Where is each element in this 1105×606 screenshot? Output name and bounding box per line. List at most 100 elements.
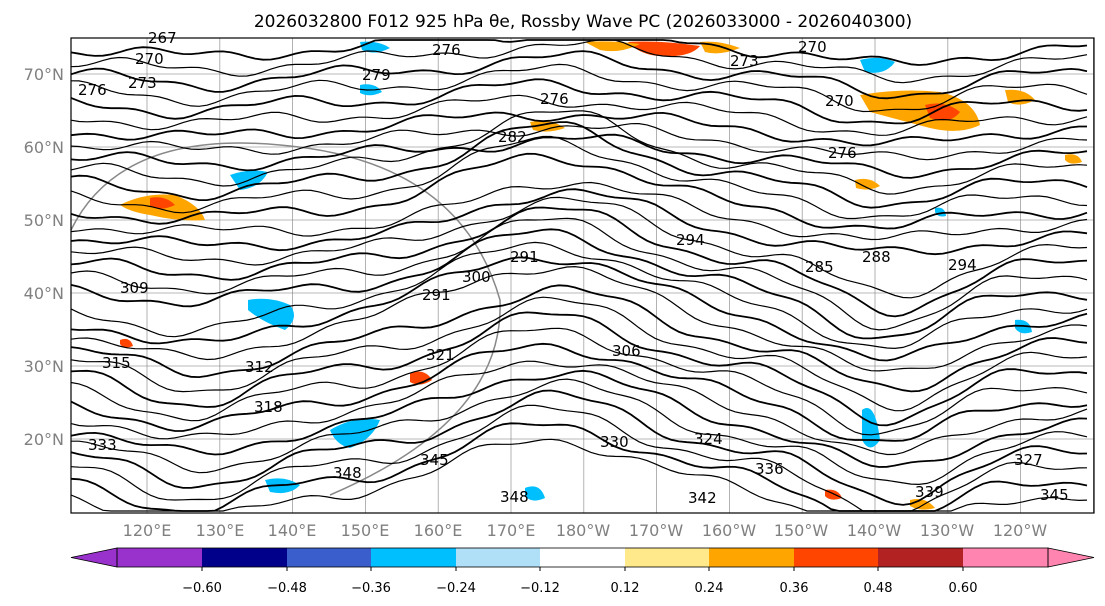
theta-e-isoline	[70, 217, 1088, 331]
lon-tick-label: 120°E	[123, 521, 172, 540]
contour-label: 336	[755, 460, 784, 478]
contour-label: 339	[915, 483, 944, 501]
negative-anomaly-patch	[248, 298, 294, 330]
colorbar-segment	[371, 548, 456, 567]
theta-e-isoline	[70, 39, 1088, 66]
theta-e-isoline	[70, 188, 1088, 256]
contour-label: 330	[600, 433, 629, 451]
theta-e-isoline	[70, 122, 1088, 161]
contour-label: 321	[426, 346, 455, 364]
positive-anomaly-patch	[120, 338, 133, 348]
theta-e-isoline	[70, 206, 1088, 318]
colorbar-tick-label: −0.48	[267, 581, 307, 596]
contour-label: 270	[135, 50, 164, 68]
theta-e-isoline	[70, 110, 1088, 195]
theta-e-isoline	[70, 50, 1088, 100]
colorbar-tick-label: 0.12	[611, 581, 640, 596]
negative-anomaly-patch	[525, 486, 545, 501]
colorbar-extend-high	[1047, 547, 1095, 568]
contour-label: 270	[798, 38, 827, 56]
colorbar-segments	[70, 547, 1095, 571]
colorbar: −0.60 −0.48 −0.36 −0.24 −0.12 0.12 0.24 …	[70, 547, 1095, 596]
contour-label: 348	[500, 488, 529, 506]
anomaly-shading	[120, 41, 1082, 510]
theta-e-isoline	[70, 39, 1088, 84]
positive-anomaly-patch	[150, 197, 175, 209]
lon-tick-label: 150°E	[341, 521, 390, 540]
contour-label: 294	[676, 231, 705, 249]
lat-tick-label: 60°N	[24, 138, 64, 157]
theta-e-isoline	[70, 133, 1088, 179]
contour-label: 291	[510, 248, 539, 266]
theta-e-isoline	[70, 369, 1088, 468]
positive-anomaly-patch	[1065, 154, 1082, 164]
contour-label: 309	[120, 279, 149, 297]
lon-tick-label: 140°W	[847, 521, 902, 540]
colorbar-segment	[287, 548, 371, 567]
colorbar-segment	[117, 548, 202, 567]
theta-e-isoline	[70, 196, 1088, 299]
contour-label: 342	[688, 489, 717, 507]
theta-e-isoline	[70, 296, 1088, 412]
lon-tick-label: 160°W	[702, 521, 757, 540]
contour-label: 324	[694, 430, 723, 448]
lon-tick-label: 130°E	[196, 521, 245, 540]
colorbar-tick-label: 0.48	[864, 581, 893, 596]
negative-anomaly-patch	[860, 57, 895, 73]
lon-tick-label: 150°W	[774, 521, 829, 540]
lat-tick-label: 50°N	[24, 211, 64, 230]
positive-anomaly-patch	[530, 120, 565, 132]
longitude-axis: 120°E 130°E 140°E 150°E 160°E 170°E 180°…	[123, 521, 1048, 540]
theta-e-isoline	[70, 94, 1088, 136]
lat-tick-label: 20°N	[24, 430, 64, 449]
lon-tick-label: 130°W	[920, 521, 975, 540]
contour-label: 288	[862, 248, 891, 266]
theta-e-isoline	[70, 241, 1088, 350]
contour-label: 300	[462, 268, 491, 286]
negative-anomaly-patch	[862, 408, 880, 448]
contour-label: 270	[825, 92, 854, 110]
contour-label: 273	[128, 74, 157, 92]
contour-label: 276	[78, 81, 107, 99]
theta-e-isoline	[70, 311, 1088, 427]
theta-e-isoline	[70, 135, 1088, 220]
contour-label: 333	[88, 436, 117, 454]
theta-e-isoline	[70, 342, 1088, 442]
colorbar-segment	[540, 548, 625, 567]
contour-label: 285	[805, 258, 834, 276]
theta-e-isoline	[70, 63, 1088, 113]
colorbar-segment	[456, 548, 540, 567]
contour-label: 345	[420, 451, 449, 469]
contour-label: 276	[828, 144, 857, 162]
contour-label: 282	[498, 128, 527, 146]
colorbar-tick-label: −0.36	[351, 581, 391, 596]
map-area: 267 270 273 276 276 279 276 282 273 270 …	[70, 29, 1094, 513]
contour-label: 327	[1014, 451, 1043, 469]
theta-e-isoline	[70, 360, 1088, 456]
positive-anomaly-patch	[925, 103, 960, 121]
theta-e-isoline	[70, 152, 1088, 230]
theta-e-isoline	[70, 438, 1088, 512]
positive-anomaly-patch	[855, 178, 880, 190]
lon-tick-label: 140°E	[268, 521, 317, 540]
theta-e-isoline	[70, 121, 1088, 209]
colorbar-tick-label: 0.24	[695, 581, 724, 596]
colorbar-tick-label: −0.24	[436, 581, 476, 596]
theta-e-isoline	[70, 78, 1088, 125]
lon-tick-label: 170°E	[487, 521, 536, 540]
contour-label: 315	[102, 354, 131, 372]
contour-label: 276	[432, 41, 461, 59]
theta-e-isoline	[71, 378, 1088, 486]
theta-e-isoline	[70, 389, 1088, 506]
colorbar-frame	[116, 547, 1049, 568]
colorbar-extend-low	[70, 547, 118, 568]
colorbar-segment	[202, 548, 287, 567]
contour-labels: 267 270 273 276 276 279 276 282 273 270 …	[78, 29, 1069, 507]
contour-label: 276	[540, 90, 569, 108]
colorbar-tick-label: −0.12	[520, 581, 560, 596]
contour-label: 294	[948, 256, 977, 274]
map-title: 2026032800 F012 925 hPa θe, Rossby Wave …	[254, 12, 912, 32]
theta-e-isoline	[70, 327, 1088, 436]
latitude-axis: 70°N 60°N 50°N 40°N 30°N 20°N	[24, 65, 64, 449]
theta-e-isoline	[70, 111, 1087, 147]
